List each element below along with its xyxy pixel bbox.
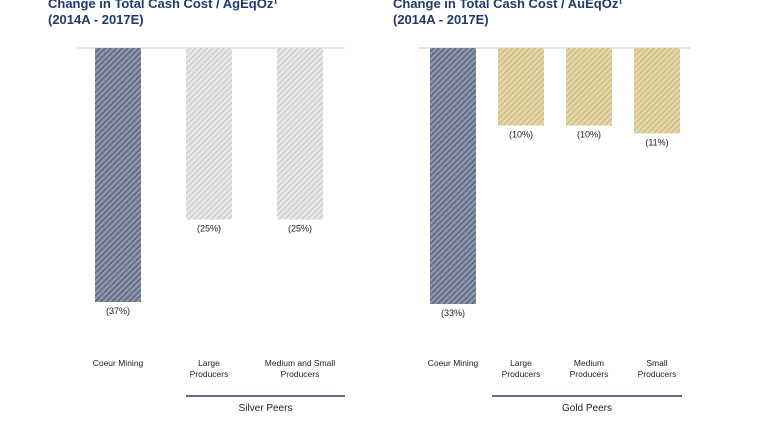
value-label-3: (10%)	[577, 130, 601, 140]
peer-group-label: Silver Peers	[239, 403, 293, 414]
category-label-2: Large Producers	[502, 358, 541, 379]
value-label-3: (25%)	[288, 224, 312, 234]
right-chart-subtitle: (2014A - 2017E)	[393, 12, 489, 27]
bar-2	[498, 48, 544, 126]
value-label-1: (37%)	[106, 306, 130, 316]
left-chart-subtitle: (2014A - 2017E)	[48, 12, 144, 27]
category-label-3: Medium Producers	[570, 358, 609, 379]
right-chart-title-block: Change in Total Cash Cost / AuEqOz¹ (201…	[393, 0, 623, 28]
value-label-4: (11%)	[645, 137, 668, 147]
bar-3	[277, 48, 323, 220]
bar-2	[186, 48, 232, 220]
category-label-4: Small Producers	[638, 358, 677, 379]
category-label-2: Large Producers	[190, 358, 229, 379]
bar-1	[95, 48, 141, 302]
value-label-2: (10%)	[509, 130, 533, 140]
category-label-1: Coeur Mining	[428, 358, 479, 368]
left-chart-title-block: Change in Total Cash Cost / AgEqOz¹ (201…	[48, 0, 278, 28]
bar-3	[566, 48, 612, 126]
value-label-1: (33%)	[441, 308, 465, 318]
bar-4	[634, 48, 680, 134]
right-chart-title: Change in Total Cash Cost / AuEqOz¹	[393, 0, 623, 11]
peer-group-label: Gold Peers	[562, 403, 612, 414]
category-label-3: Medium and Small Producers	[265, 358, 336, 379]
left-chart: (37%) Coeur Mining (25%) Large Producers (25%…	[75, 47, 345, 414]
category-label-1: Coeur Mining	[93, 358, 144, 368]
bar-1	[430, 48, 476, 304]
right-chart: (33%) Coeur Mining (10%) Large Producers (10%…	[418, 47, 690, 414]
value-label-2: (25%)	[197, 224, 221, 234]
left-chart-title: Change in Total Cash Cost / AgEqOz¹	[48, 0, 278, 11]
